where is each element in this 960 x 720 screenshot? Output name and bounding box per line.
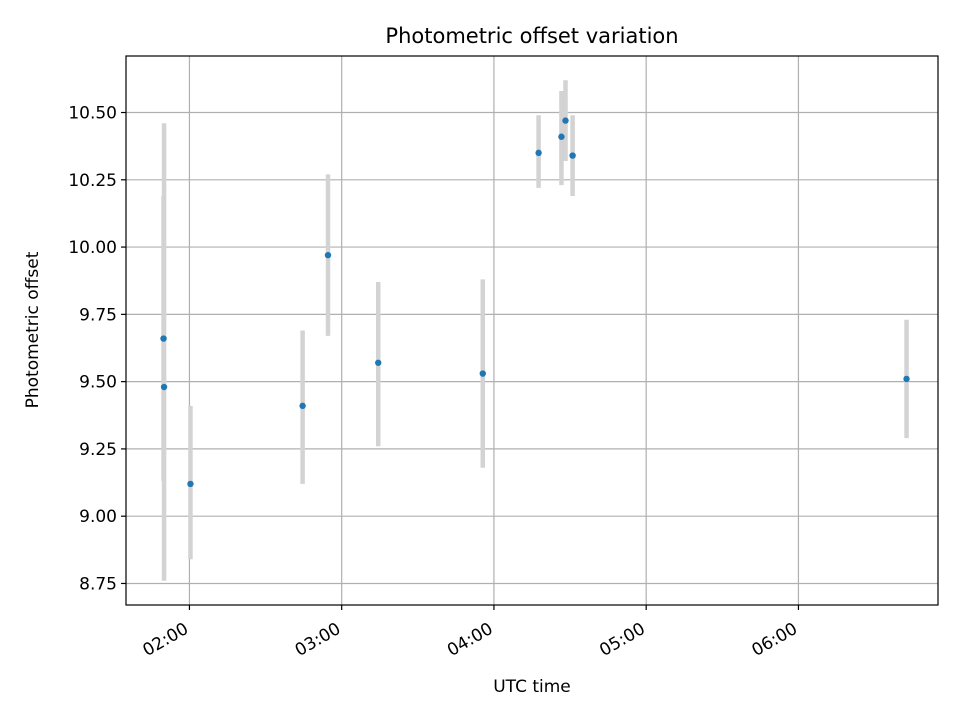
y-tick-label: 10.50 [68,104,117,124]
y-tick-label: 8.75 [79,574,117,594]
x-tick-label: 03:00 [292,619,344,661]
data-point [160,383,168,391]
grid [126,56,938,605]
markers [160,117,910,488]
data-point [903,375,910,383]
y-ticks: 8.75 9.00 9.25 9.50 9.75 10.00 10.25 10.50 [68,104,126,594]
x-tick-label: 02:00 [140,619,192,661]
y-tick-label: 10.00 [68,238,117,258]
data-point [558,133,565,140]
x-tick-label: 05:00 [596,619,648,661]
y-axis-label: Photometric offset [23,251,43,408]
data-point [299,402,306,410]
data-point [569,152,576,159]
data-point [535,149,542,157]
y-tick-label: 9.00 [79,507,117,527]
data-point [479,370,486,377]
plot-frame [125,55,939,606]
x-ticks: 02:00 03:00 04:00 05:00 06:00 [140,605,801,661]
data-point [160,335,167,342]
data-point [375,359,382,366]
x-axis-label: UTC time [493,677,571,697]
chart-title: Photometric offset variation [385,24,678,48]
data-point [187,480,194,488]
data-point [324,251,332,259]
y-tick-label: 9.50 [79,373,117,393]
errorbars [161,80,909,581]
y-tick-label: 10.25 [68,171,117,191]
x-tick-label: 04:00 [444,619,496,661]
y-tick-label: 9.75 [79,305,117,325]
data-point [562,117,569,124]
x-tick-label: 06:00 [749,619,801,661]
y-tick-label: 9.25 [79,440,117,460]
